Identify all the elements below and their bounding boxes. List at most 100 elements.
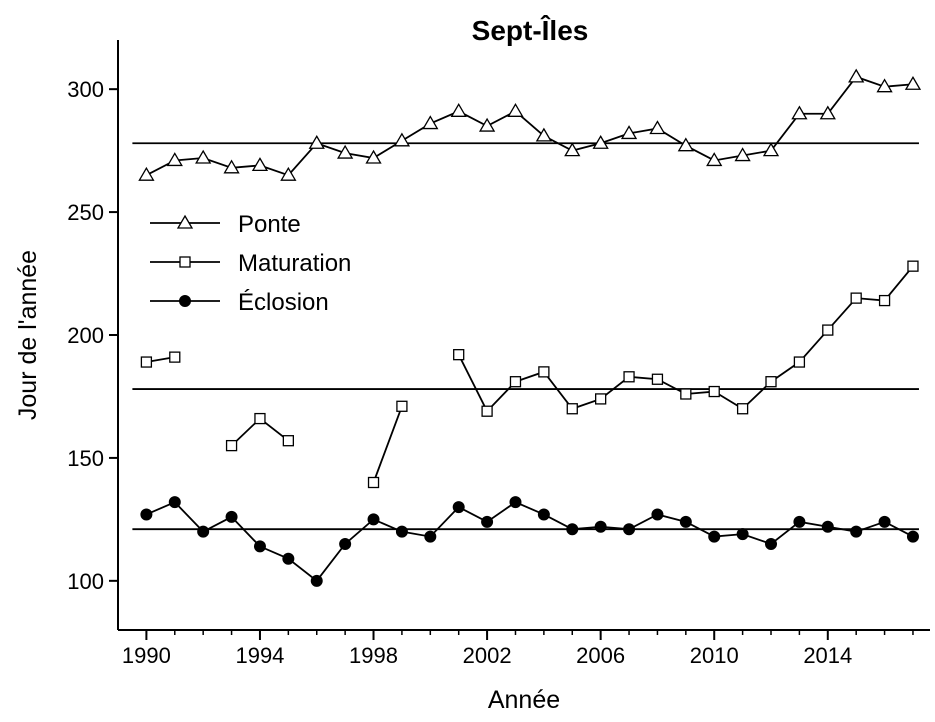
point [197,525,210,538]
point [595,393,607,405]
point [876,78,893,93]
point [594,520,607,533]
point [339,537,352,550]
point [708,385,720,398]
point [509,376,522,388]
point [566,523,579,536]
point [850,525,863,538]
point [564,142,581,157]
point [765,376,777,388]
point [538,366,550,378]
point [904,75,922,90]
legend-label: Éclosion [238,289,329,316]
x-tick-label: 2014 [803,643,852,668]
point [765,537,778,550]
x-tick-label: 1994 [235,643,284,668]
point [140,508,153,521]
point [821,520,834,533]
point [736,403,749,415]
series-line [146,501,914,583]
point [169,351,181,363]
x-tick-label: 2002 [463,643,512,668]
point [537,508,550,521]
point [791,105,808,120]
point [367,513,380,526]
point [478,117,496,132]
point [367,476,380,489]
point [140,356,153,368]
point [651,508,664,521]
point [734,147,751,162]
point [566,403,578,415]
point [424,530,437,543]
point [649,120,666,135]
point [592,134,609,149]
point [850,292,862,304]
point [450,103,467,117]
point [762,142,780,157]
point [138,166,155,181]
y-tick-label: 200 [67,323,104,348]
point [282,435,294,447]
series-line [145,75,914,177]
point [481,515,494,528]
x-tick-label: 1998 [349,643,398,668]
point [651,373,664,385]
point [535,127,553,142]
point [677,137,694,152]
point [848,68,865,83]
point [878,294,891,307]
x-tick-label: 2006 [576,643,625,668]
point [396,400,408,412]
point [819,105,836,120]
point [906,530,919,543]
point [168,496,181,509]
point [623,371,635,383]
point [282,552,295,565]
point [620,125,638,140]
y-axis-label: Jour de l'année [14,250,42,420]
x-tick-label: 1990 [122,643,171,668]
legend-marker [176,214,194,229]
point [251,157,269,172]
point [708,530,721,543]
legend-label: Ponte [238,211,301,238]
point [509,496,522,509]
point [793,356,806,368]
point [310,574,323,587]
point [393,132,411,147]
point [308,134,325,149]
x-tick-label: 2010 [690,643,739,668]
point [422,115,439,130]
point [337,144,354,159]
point [280,166,297,181]
chart-title: Sept-Îles [472,15,589,46]
point [195,149,212,164]
legend-marker [179,256,191,268]
point [623,523,636,536]
legend-label: Maturation [238,250,351,277]
y-tick-label: 150 [67,446,104,471]
y-tick-label: 100 [67,569,104,594]
point [680,388,692,400]
point [736,528,749,541]
x-axis-label: Année [488,686,560,714]
point [395,525,408,538]
point [907,260,919,272]
point [481,405,493,417]
point [706,152,723,167]
point [793,515,806,528]
point [223,159,240,174]
point [822,324,834,336]
legend-marker [179,295,191,307]
point [166,152,183,167]
point [452,501,465,514]
point [254,412,266,425]
y-tick-label: 250 [67,200,104,225]
point [225,439,238,452]
point [225,510,238,523]
y-tick-label: 300 [67,77,104,102]
point [679,515,692,528]
point [453,349,465,361]
